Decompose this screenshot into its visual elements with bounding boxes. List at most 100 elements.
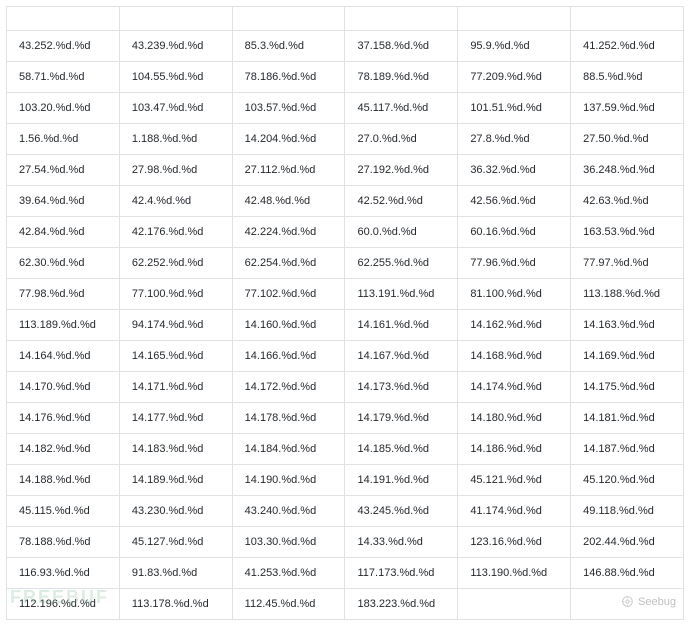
table-cell: 14.185.%d.%d [345,434,458,465]
table-cell: 49.118.%d.%d [571,496,684,527]
table-row: 116.93.%d.%d91.83.%d.%d41.253.%d.%d117.1… [7,558,684,589]
table-row: 112.196.%d.%d113.178.%d.%d112.45.%d.%d18… [7,589,684,620]
table-cell: 27.54.%d.%d [7,155,120,186]
table-cell: 113.188.%d.%d [571,279,684,310]
table-row: 45.115.%d.%d43.230.%d.%d43.240.%d.%d43.2… [7,496,684,527]
table-cell: 77.96.%d.%d [458,248,571,279]
table-row: 14.188.%d.%d14.189.%d.%d14.190.%d.%d14.1… [7,465,684,496]
table-cell: 94.174.%d.%d [119,310,232,341]
table-row: 62.30.%d.%d62.252.%d.%d62.254.%d.%d62.25… [7,248,684,279]
table-row: 42.84.%d.%d42.176.%d.%d42.224.%d.%d60.0.… [7,217,684,248]
table-row: 78.188.%d.%d45.127.%d.%d103.30.%d.%d14.3… [7,527,684,558]
table-row: 39.64.%d.%d42.4.%d.%d42.48.%d.%d42.52.%d… [7,186,684,217]
table-header-cell [458,7,571,31]
table-cell: 88.5.%d.%d [571,62,684,93]
table-cell: 14.184.%d.%d [232,434,345,465]
table-cell: 14.161.%d.%d [345,310,458,341]
table-cell: 27.112.%d.%d [232,155,345,186]
table-cell: 78.186.%d.%d [232,62,345,93]
table-cell: 42.52.%d.%d [345,186,458,217]
table-header-cell [7,7,120,31]
table-cell: 45.121.%d.%d [458,465,571,496]
table-cell: 14.177.%d.%d [119,403,232,434]
table-cell: 27.0.%d.%d [345,124,458,155]
table-cell: 1.188.%d.%d [119,124,232,155]
table-cell: 163.53.%d.%d [571,217,684,248]
table-cell: 45.115.%d.%d [7,496,120,527]
table-row: 77.98.%d.%d77.100.%d.%d77.102.%d.%d113.1… [7,279,684,310]
table-cell: 14.186.%d.%d [458,434,571,465]
table-cell: 14.163.%d.%d [571,310,684,341]
table-cell: 42.84.%d.%d [7,217,120,248]
table-cell: 77.97.%d.%d [571,248,684,279]
table-cell: 27.50.%d.%d [571,124,684,155]
table-cell: 27.98.%d.%d [119,155,232,186]
table-header-cell [232,7,345,31]
table-cell: 14.191.%d.%d [345,465,458,496]
table-row: 103.20.%d.%d103.47.%d.%d103.57.%d.%d45.1… [7,93,684,124]
table-cell: 14.164.%d.%d [7,341,120,372]
table-cell: 43.240.%d.%d [232,496,345,527]
table-cell: 42.56.%d.%d [458,186,571,217]
table-cell: 103.30.%d.%d [232,527,345,558]
table-cell: 62.30.%d.%d [7,248,120,279]
table-cell: 78.189.%d.%d [345,62,458,93]
table-cell: 14.169.%d.%d [571,341,684,372]
table-cell: 14.179.%d.%d [345,403,458,434]
table-cell: 137.59.%d.%d [571,93,684,124]
table-cell: 14.167.%d.%d [345,341,458,372]
table-cell [458,589,571,620]
table-header-cell [571,7,684,31]
table-cell: 14.173.%d.%d [345,372,458,403]
table-row: 14.170.%d.%d14.171.%d.%d14.172.%d.%d14.1… [7,372,684,403]
table-cell: 78.188.%d.%d [7,527,120,558]
table-cell: 77.98.%d.%d [7,279,120,310]
table-row: 1.56.%d.%d1.188.%d.%d14.204.%d.%d27.0.%d… [7,124,684,155]
table-cell: 104.55.%d.%d [119,62,232,93]
table-cell: 42.224.%d.%d [232,217,345,248]
table-cell: 60.16.%d.%d [458,217,571,248]
table-row: 113.189.%d.%d94.174.%d.%d14.160.%d.%d14.… [7,310,684,341]
table-cell: 43.230.%d.%d [119,496,232,527]
table-cell: 77.100.%d.%d [119,279,232,310]
ip-pattern-table: 43.252.%d.%d43.239.%d.%d85.3.%d.%d37.158… [6,6,684,620]
table-cell: 113.189.%d.%d [7,310,120,341]
table-cell: 113.191.%d.%d [345,279,458,310]
table-cell: 14.33.%d.%d [345,527,458,558]
table-row: 58.71.%d.%d104.55.%d.%d78.186.%d.%d78.18… [7,62,684,93]
table-cell: 42.4.%d.%d [119,186,232,217]
table-cell: 113.190.%d.%d [458,558,571,589]
table-cell: 14.204.%d.%d [232,124,345,155]
table-cell: 14.172.%d.%d [232,372,345,403]
table-cell: 41.253.%d.%d [232,558,345,589]
table-cell: 27.192.%d.%d [345,155,458,186]
table-cell: 14.181.%d.%d [571,403,684,434]
table-cell: 14.170.%d.%d [7,372,120,403]
table-cell: 45.120.%d.%d [571,465,684,496]
table-cell: 202.44.%d.%d [571,527,684,558]
table-cell: 81.100.%d.%d [458,279,571,310]
table-cell: 103.20.%d.%d [7,93,120,124]
table-cell: 14.162.%d.%d [458,310,571,341]
table-cell: 123.16.%d.%d [458,527,571,558]
table-cell: 58.71.%d.%d [7,62,120,93]
table-header-row [7,7,684,31]
table-cell: 112.196.%d.%d [7,589,120,620]
table-cell: 45.117.%d.%d [345,93,458,124]
table-cell: 14.189.%d.%d [119,465,232,496]
table-cell: 103.47.%d.%d [119,93,232,124]
table-cell: 45.127.%d.%d [119,527,232,558]
table-cell: 62.255.%d.%d [345,248,458,279]
table-cell: 1.56.%d.%d [7,124,120,155]
table-cell: 14.187.%d.%d [571,434,684,465]
table-cell: 41.252.%d.%d [571,31,684,62]
table-row: 14.176.%d.%d14.177.%d.%d14.178.%d.%d14.1… [7,403,684,434]
table-cell: 183.223.%d.%d [345,589,458,620]
table-cell: 43.239.%d.%d [119,31,232,62]
table-cell: 14.171.%d.%d [119,372,232,403]
table-cell: 39.64.%d.%d [7,186,120,217]
table-cell: 14.174.%d.%d [458,372,571,403]
table-cell: 112.45.%d.%d [232,589,345,620]
table-cell: 43.245.%d.%d [345,496,458,527]
table-row: 14.164.%d.%d14.165.%d.%d14.166.%d.%d14.1… [7,341,684,372]
